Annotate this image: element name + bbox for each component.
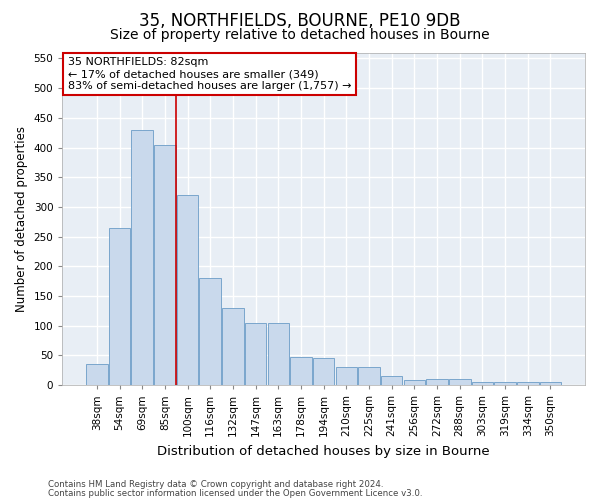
Text: 35, NORTHFIELDS, BOURNE, PE10 9DB: 35, NORTHFIELDS, BOURNE, PE10 9DB (139, 12, 461, 30)
Bar (290, 357, 312, 385)
Bar (222, 308, 244, 385)
Bar (86, 364, 107, 385)
Bar (313, 358, 334, 385)
Text: 35 NORTHFIELDS: 82sqm
← 17% of detached houses are smaller (349)
83% of semi-det: 35 NORTHFIELDS: 82sqm ← 17% of detached … (68, 58, 351, 90)
Bar (268, 322, 289, 385)
Text: Contains HM Land Registry data © Crown copyright and database right 2024.: Contains HM Land Registry data © Crown c… (48, 480, 383, 489)
Bar (494, 382, 516, 385)
Bar (199, 278, 221, 385)
Bar (335, 367, 357, 385)
Bar (131, 130, 153, 385)
Bar (245, 322, 266, 385)
Text: Contains public sector information licensed under the Open Government Licence v3: Contains public sector information licen… (48, 488, 422, 498)
Text: Size of property relative to detached houses in Bourne: Size of property relative to detached ho… (110, 28, 490, 42)
Bar (539, 382, 561, 385)
Bar (404, 380, 425, 385)
Bar (426, 379, 448, 385)
Bar (381, 376, 403, 385)
Bar (472, 382, 493, 385)
Y-axis label: Number of detached properties: Number of detached properties (15, 126, 28, 312)
Bar (109, 228, 130, 385)
Bar (517, 382, 539, 385)
X-axis label: Distribution of detached houses by size in Bourne: Distribution of detached houses by size … (157, 444, 490, 458)
Bar (449, 379, 470, 385)
Bar (358, 367, 380, 385)
Bar (154, 144, 176, 385)
Bar (177, 195, 199, 385)
